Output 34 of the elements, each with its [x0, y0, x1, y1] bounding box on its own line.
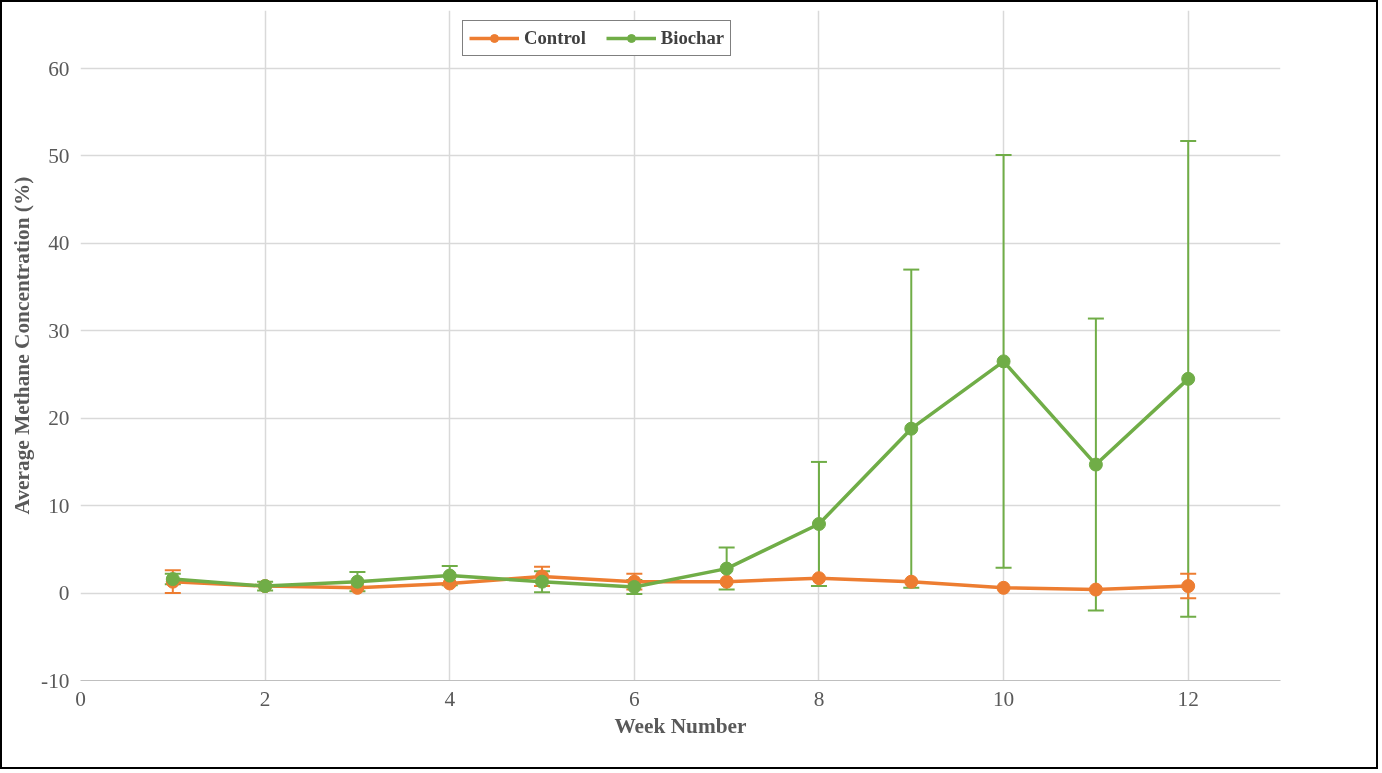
x-tick-label: 4: [444, 686, 456, 711]
point: [719, 574, 734, 589]
x-tick-label: 0: [75, 686, 86, 711]
point: [1088, 457, 1103, 472]
y-tick-label: -10: [41, 668, 70, 693]
point: [904, 421, 919, 436]
legend-label: Biochar: [660, 27, 725, 49]
point: [719, 561, 734, 576]
y-tick-label: 10: [48, 493, 70, 518]
legend-label: Control: [524, 27, 586, 49]
y-tick-label: 60: [48, 56, 70, 81]
y-tick-label: 50: [48, 143, 70, 168]
point: [535, 574, 550, 589]
y-tick-label: 30: [48, 318, 70, 343]
x-tick-label: 6: [629, 686, 641, 711]
y-tick-label: 0: [58, 581, 70, 606]
point: [996, 580, 1011, 595]
point: [904, 574, 919, 589]
y-tick-label: 40: [48, 231, 70, 256]
x-tick-label: 8: [813, 686, 825, 711]
x-tick-label: 10: [992, 686, 1015, 711]
point: [1181, 371, 1196, 386]
y-axis-title: Average Methane Concentration (%): [9, 176, 34, 515]
x-axis-title: Week Number: [614, 713, 748, 738]
x-tick-label: 2: [259, 686, 271, 711]
point: [350, 574, 365, 589]
x-tick-label: 12: [1177, 686, 1199, 711]
point: [811, 517, 826, 531]
point: [1181, 579, 1196, 594]
point: [1088, 582, 1103, 597]
y-tick-label: 20: [48, 406, 70, 431]
point: [442, 568, 457, 583]
point: [811, 571, 826, 586]
point: [996, 354, 1011, 369]
